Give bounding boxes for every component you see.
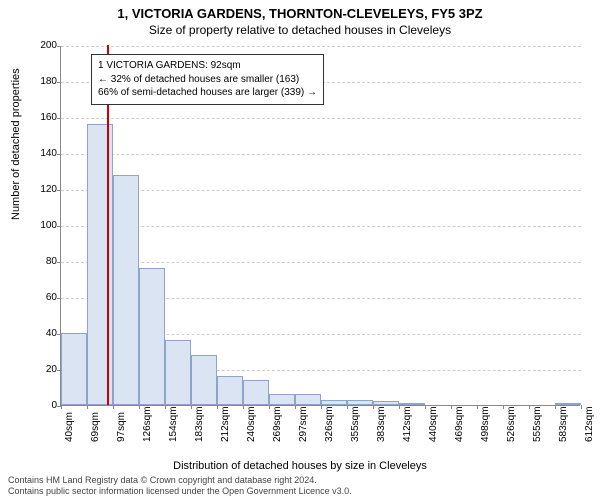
- y-tick-label: 200: [31, 40, 57, 51]
- x-tick-label: 326sqm: [324, 406, 335, 442]
- histogram-bar: [373, 401, 399, 405]
- x-tick-mark: [87, 405, 88, 409]
- y-tick-mark: [57, 298, 61, 299]
- x-tick-label: 526sqm: [506, 406, 517, 442]
- x-tick-label: 412sqm: [402, 406, 413, 442]
- y-tick-mark: [57, 118, 61, 119]
- footer-line-1: Contains HM Land Registry data © Crown c…: [8, 475, 352, 486]
- plot-area: 02040608010012014016018020040sqm69sqm97s…: [60, 46, 580, 406]
- x-tick-label: 240sqm: [246, 406, 257, 442]
- x-tick-mark: [555, 405, 556, 409]
- x-tick-label: 40sqm: [64, 412, 75, 442]
- histogram-bar: [295, 394, 321, 405]
- y-tick-mark: [57, 190, 61, 191]
- x-tick-mark: [217, 405, 218, 409]
- x-axis-label: Distribution of detached houses by size …: [0, 460, 600, 472]
- x-tick-mark: [581, 405, 582, 409]
- gridline: [61, 154, 581, 155]
- histogram-bar: [555, 403, 581, 405]
- histogram-bar: [217, 376, 242, 405]
- histogram-bar: [347, 400, 372, 405]
- y-tick-label: 0: [31, 400, 57, 411]
- histogram-bar: [321, 400, 347, 405]
- x-tick-label: 355sqm: [350, 406, 361, 442]
- x-tick-label: 69sqm: [90, 412, 101, 442]
- x-tick-mark: [165, 405, 166, 409]
- x-tick-mark: [61, 405, 62, 409]
- x-tick-mark: [321, 405, 322, 409]
- x-tick-mark: [399, 405, 400, 409]
- x-tick-label: 154sqm: [168, 406, 179, 442]
- chart-area: 02040608010012014016018020040sqm69sqm97s…: [60, 46, 580, 406]
- y-tick-mark: [57, 82, 61, 83]
- gridline: [61, 46, 581, 47]
- x-tick-label: 183sqm: [194, 406, 205, 442]
- x-tick-label: 126sqm: [142, 406, 153, 442]
- y-tick-label: 60: [31, 292, 57, 303]
- x-tick-label: 269sqm: [272, 406, 283, 442]
- y-tick-label: 80: [31, 256, 57, 267]
- x-tick-label: 383sqm: [376, 406, 387, 442]
- y-tick-label: 100: [31, 220, 57, 231]
- y-tick-mark: [57, 154, 61, 155]
- x-tick-label: 583sqm: [558, 406, 569, 442]
- x-tick-label: 469sqm: [454, 406, 465, 442]
- x-tick-mark: [191, 405, 192, 409]
- histogram-bar: [61, 333, 87, 405]
- y-tick-label: 140: [31, 148, 57, 159]
- x-tick-mark: [269, 405, 270, 409]
- footer-attribution: Contains HM Land Registry data © Crown c…: [8, 475, 352, 498]
- info-box: 1 VICTORIA GARDENS: 92sqm ← 32% of detac…: [91, 54, 324, 105]
- x-tick-mark: [243, 405, 244, 409]
- histogram-bar: [113, 175, 139, 405]
- info-line-1: 1 VICTORIA GARDENS: 92sqm: [98, 59, 317, 73]
- x-tick-label: 555sqm: [532, 406, 543, 442]
- x-tick-mark: [451, 405, 452, 409]
- histogram-bar: [269, 394, 294, 405]
- x-tick-label: 612sqm: [584, 406, 595, 442]
- x-tick-label: 212sqm: [220, 406, 231, 442]
- y-tick-label: 160: [31, 112, 57, 123]
- histogram-bar: [165, 340, 191, 405]
- x-tick-mark: [503, 405, 504, 409]
- info-line-2: ← 32% of detached houses are smaller (16…: [98, 73, 317, 87]
- x-tick-label: 440sqm: [428, 406, 439, 442]
- y-tick-mark: [57, 46, 61, 47]
- x-tick-label: 97sqm: [116, 412, 127, 442]
- y-tick-mark: [57, 226, 61, 227]
- histogram-bar: [243, 380, 269, 405]
- x-tick-mark: [113, 405, 114, 409]
- gridline: [61, 118, 581, 119]
- page-subtitle: Size of property relative to detached ho…: [0, 23, 600, 37]
- y-tick-label: 20: [31, 364, 57, 375]
- page-title: 1, VICTORIA GARDENS, THORNTON-CLEVELEYS,…: [0, 0, 600, 21]
- y-tick-label: 120: [31, 184, 57, 195]
- histogram-bar: [139, 268, 164, 405]
- x-tick-mark: [373, 405, 374, 409]
- info-line-3: 66% of semi-detached houses are larger (…: [98, 86, 317, 100]
- x-tick-label: 297sqm: [298, 406, 309, 442]
- x-tick-mark: [347, 405, 348, 409]
- footer-line-2: Contains public sector information licen…: [8, 486, 352, 497]
- x-tick-label: 498sqm: [480, 406, 491, 442]
- x-tick-mark: [425, 405, 426, 409]
- histogram-bar: [191, 355, 217, 405]
- y-tick-label: 180: [31, 76, 57, 87]
- y-tick-label: 40: [31, 328, 57, 339]
- chart-container: 1, VICTORIA GARDENS, THORNTON-CLEVELEYS,…: [0, 0, 600, 500]
- x-tick-mark: [295, 405, 296, 409]
- y-tick-mark: [57, 262, 61, 263]
- x-tick-mark: [139, 405, 140, 409]
- histogram-bar: [399, 403, 424, 405]
- x-tick-mark: [529, 405, 530, 409]
- y-axis-label: Number of detached properties: [10, 68, 22, 220]
- x-tick-mark: [477, 405, 478, 409]
